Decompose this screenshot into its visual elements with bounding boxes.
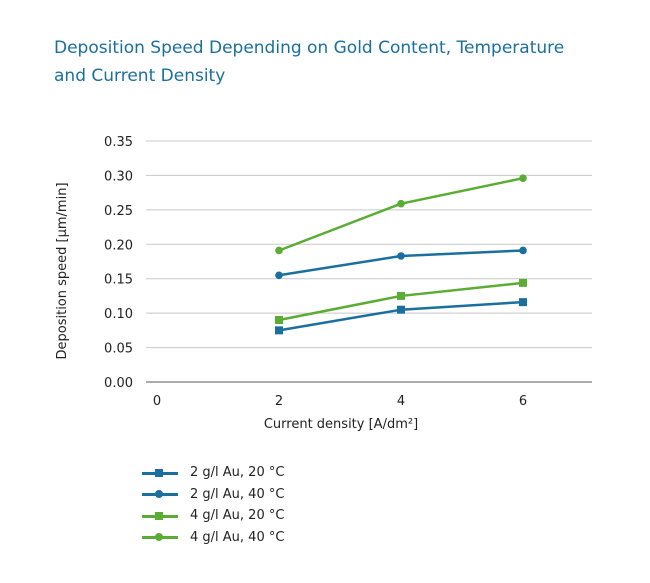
data-point-circle bbox=[519, 174, 527, 182]
legend-swatch bbox=[142, 509, 178, 523]
legend-label: 2 g/l Au, 40 °C bbox=[190, 486, 285, 502]
data-point-square bbox=[519, 278, 527, 287]
data-point-square bbox=[519, 298, 527, 307]
y-tick-label: 0.35 bbox=[104, 135, 133, 150]
y-tick-label: 0.25 bbox=[104, 204, 133, 219]
data-point-circle bbox=[275, 246, 283, 255]
legend-item: 4 g/l Au, 20 °C bbox=[142, 505, 284, 527]
x-tick-label: 0 bbox=[153, 394, 161, 409]
legend-label: 4 g/l Au, 40 °C bbox=[190, 529, 285, 545]
chart-title-line-1: Deposition Speed Depending on Gold Conte… bbox=[54, 38, 565, 58]
y-axis-ticks: 0.00 0.05 0.10 0.15 0.20 0.25 0.30 0.35 bbox=[104, 135, 133, 391]
data-point-square bbox=[397, 291, 405, 300]
legend-marker bbox=[155, 533, 163, 542]
series-1 bbox=[275, 298, 527, 335]
x-axis-ticks: 0 2 4 6 bbox=[153, 394, 527, 409]
y-tick-label: 0.30 bbox=[104, 169, 133, 184]
legend-marker bbox=[155, 468, 163, 477]
legend-swatch bbox=[142, 530, 178, 544]
chart-title-line-2: and Current Density bbox=[54, 66, 226, 86]
data-point-circle bbox=[397, 199, 405, 208]
data-point-square bbox=[397, 305, 405, 314]
y-tick-label: 0.10 bbox=[104, 307, 133, 322]
data-point-square bbox=[275, 326, 283, 335]
legend-label: 4 g/l Au, 20 °C bbox=[190, 508, 285, 524]
y-tick-label: 0.05 bbox=[104, 342, 133, 357]
legend-swatch bbox=[142, 487, 178, 501]
legend-item: 2 g/l Au, 40 °C bbox=[142, 484, 284, 506]
legend-marker bbox=[155, 490, 163, 499]
x-axis-label: Current density [A/dm²] bbox=[264, 417, 418, 432]
series-line bbox=[278, 281, 524, 322]
data-point-square bbox=[275, 316, 283, 325]
legend-item: 4 g/l Au, 40 °C bbox=[142, 527, 284, 549]
series-3 bbox=[275, 278, 527, 325]
chart-title: Deposition Speed Depending on Gold Conte… bbox=[54, 34, 614, 90]
legend: 2 g/l Au, 20 °C 2 g/l Au, 40 °C 4 g/l Au, … bbox=[142, 462, 284, 548]
y-tick-label: 0.20 bbox=[104, 238, 133, 253]
data-point-circle bbox=[275, 271, 283, 280]
x-tick-label: 2 bbox=[275, 394, 283, 409]
grid-lines bbox=[146, 140, 592, 383]
series-group bbox=[275, 174, 527, 335]
y-tick-label: 0.00 bbox=[104, 376, 133, 391]
data-point-circle bbox=[519, 246, 527, 255]
legend-marker bbox=[155, 511, 163, 520]
series-4 bbox=[275, 174, 527, 255]
series-2 bbox=[275, 246, 527, 280]
data-point-circle bbox=[397, 252, 405, 260]
x-tick-label: 6 bbox=[519, 394, 527, 409]
legend-label: 2 g/l Au, 20 °C bbox=[190, 465, 285, 481]
legend-item: 2 g/l Au, 20 °C bbox=[142, 462, 284, 484]
x-tick-label: 4 bbox=[397, 394, 405, 409]
series-line bbox=[278, 176, 524, 252]
y-tick-label: 0.15 bbox=[104, 273, 133, 288]
y-axis-label: Deposition speed [µm/min] bbox=[55, 182, 70, 359]
legend-swatch bbox=[142, 466, 178, 480]
